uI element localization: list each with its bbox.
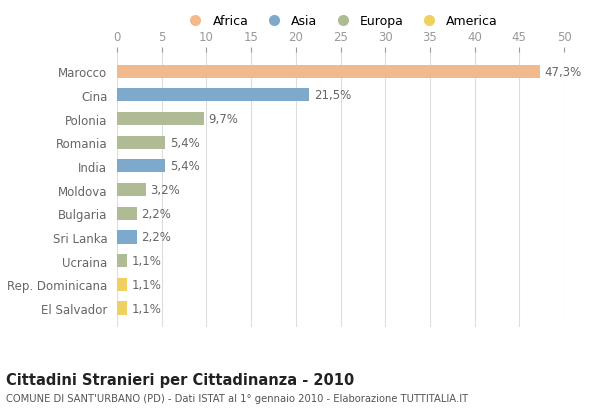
Text: 5,4%: 5,4% (170, 137, 199, 149)
Bar (117, 278, 127, 291)
Bar (117, 65, 540, 79)
Text: 21,5%: 21,5% (314, 89, 351, 102)
Bar (117, 160, 165, 173)
Text: Cittadini Stranieri per Cittadinanza - 2010: Cittadini Stranieri per Cittadinanza - 2… (6, 372, 354, 387)
Text: 2,2%: 2,2% (141, 231, 171, 244)
Bar (117, 137, 165, 149)
Bar (117, 302, 127, 315)
Bar (117, 184, 146, 197)
Text: 5,4%: 5,4% (170, 160, 199, 173)
Bar (117, 89, 309, 102)
Text: COMUNE DI SANT'URBANO (PD) - Dati ISTAT al 1° gennaio 2010 - Elaborazione TUTTIT: COMUNE DI SANT'URBANO (PD) - Dati ISTAT … (6, 393, 468, 402)
Text: 1,1%: 1,1% (131, 302, 161, 315)
Text: 1,1%: 1,1% (131, 254, 161, 267)
Text: 3,2%: 3,2% (150, 184, 180, 197)
Bar (117, 113, 204, 126)
Bar (117, 207, 137, 220)
Bar (117, 231, 137, 244)
Text: 9,7%: 9,7% (208, 113, 238, 126)
Text: 2,2%: 2,2% (141, 207, 171, 220)
Text: 47,3%: 47,3% (544, 65, 581, 79)
Text: 1,1%: 1,1% (131, 278, 161, 291)
Legend: Africa, Asia, Europa, America: Africa, Asia, Europa, America (178, 10, 503, 33)
Bar (117, 254, 127, 267)
